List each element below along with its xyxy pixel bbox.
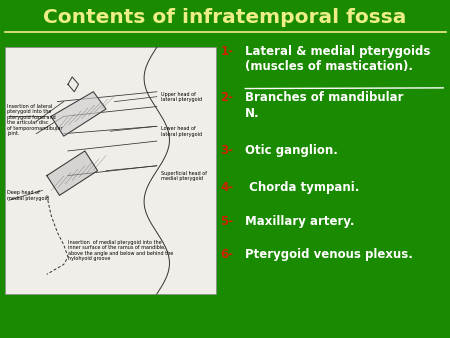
Text: Insertion  of medial pterygoid into the
inner surface of the ramus of mandible,
: Insertion of medial pterygoid into the i… [68, 240, 173, 261]
Text: Branches of mandibular
N.: Branches of mandibular N. [245, 91, 404, 120]
Text: Lateral & medial pterygoids
(muscles of mastication).: Lateral & medial pterygoids (muscles of … [245, 45, 431, 73]
Text: Pterygoid venous plexus.: Pterygoid venous plexus. [245, 248, 413, 261]
Text: Insertion of lateral
pterygoid into the
pterygoid fossa and
the articular disc
o: Insertion of lateral pterygoid into the … [7, 104, 62, 136]
Text: Superficial head of
medial pterygoid: Superficial head of medial pterygoid [161, 171, 207, 181]
Text: 4-: 4- [220, 181, 234, 194]
Text: Upper head of
lateral pterygoid: Upper head of lateral pterygoid [161, 92, 202, 102]
Text: 6-: 6- [220, 248, 234, 261]
Polygon shape [47, 151, 98, 195]
Text: Contents of infratemporal fossa: Contents of infratemporal fossa [43, 8, 407, 27]
Text: 5-: 5- [220, 215, 234, 227]
FancyBboxPatch shape [4, 47, 216, 294]
Text: 2-: 2- [220, 91, 234, 104]
Text: 3-: 3- [220, 144, 234, 156]
Text: Deep head of
medial pterygoid: Deep head of medial pterygoid [7, 190, 49, 201]
Text: Lower head of
lateral pterygoid: Lower head of lateral pterygoid [161, 126, 202, 137]
Text: 1-: 1- [220, 45, 234, 57]
Text: Chorda tympani.: Chorda tympani. [245, 181, 360, 194]
Text: Maxillary artery.: Maxillary artery. [245, 215, 355, 227]
Polygon shape [51, 92, 106, 136]
Text: Otic ganglion.: Otic ganglion. [245, 144, 338, 156]
